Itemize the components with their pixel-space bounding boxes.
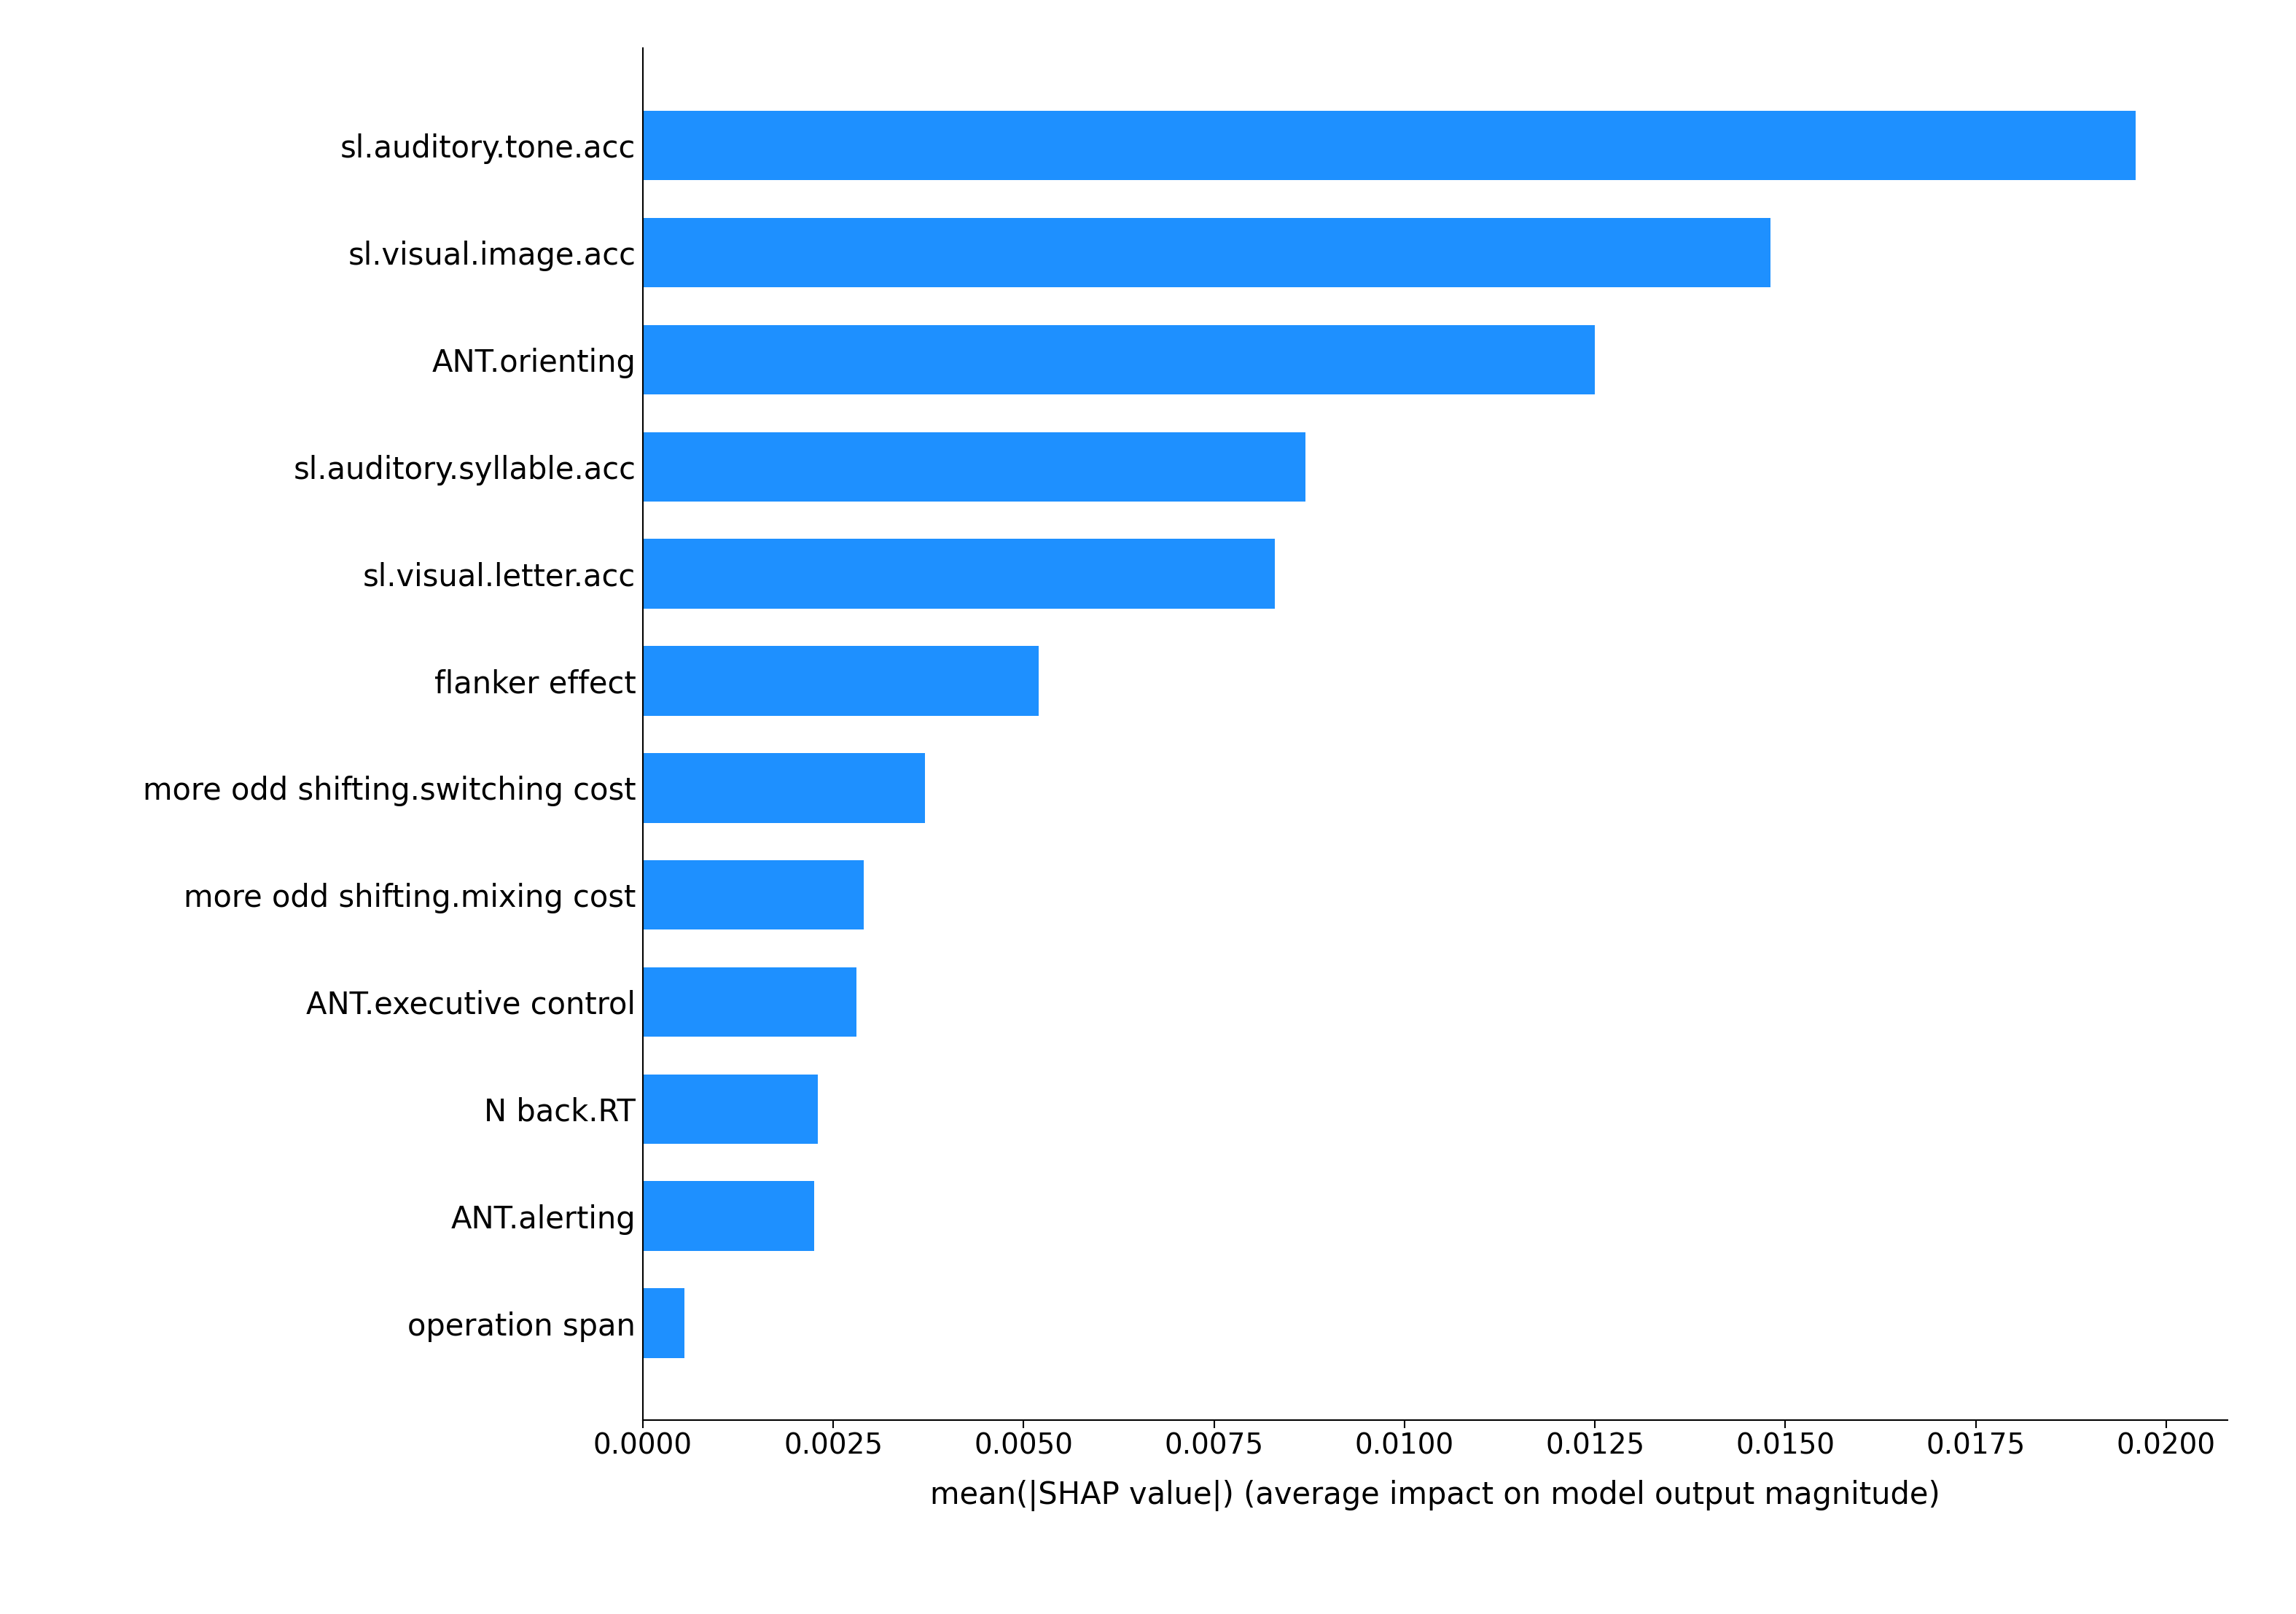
Bar	[643, 1181, 815, 1251]
Bar	[643, 111, 2135, 181]
Bar	[643, 860, 863, 930]
Bar	[643, 324, 1596, 394]
X-axis label: mean(|SHAP value|) (average impact on model output magnitude): mean(|SHAP value|) (average impact on mo…	[930, 1480, 1940, 1511]
Bar	[643, 967, 856, 1036]
Bar	[643, 646, 1038, 715]
Bar	[643, 433, 1306, 502]
Bar	[643, 1075, 817, 1144]
Bar	[643, 539, 1274, 608]
Bar	[643, 754, 925, 823]
Bar	[643, 218, 1770, 287]
Bar	[643, 1288, 684, 1357]
